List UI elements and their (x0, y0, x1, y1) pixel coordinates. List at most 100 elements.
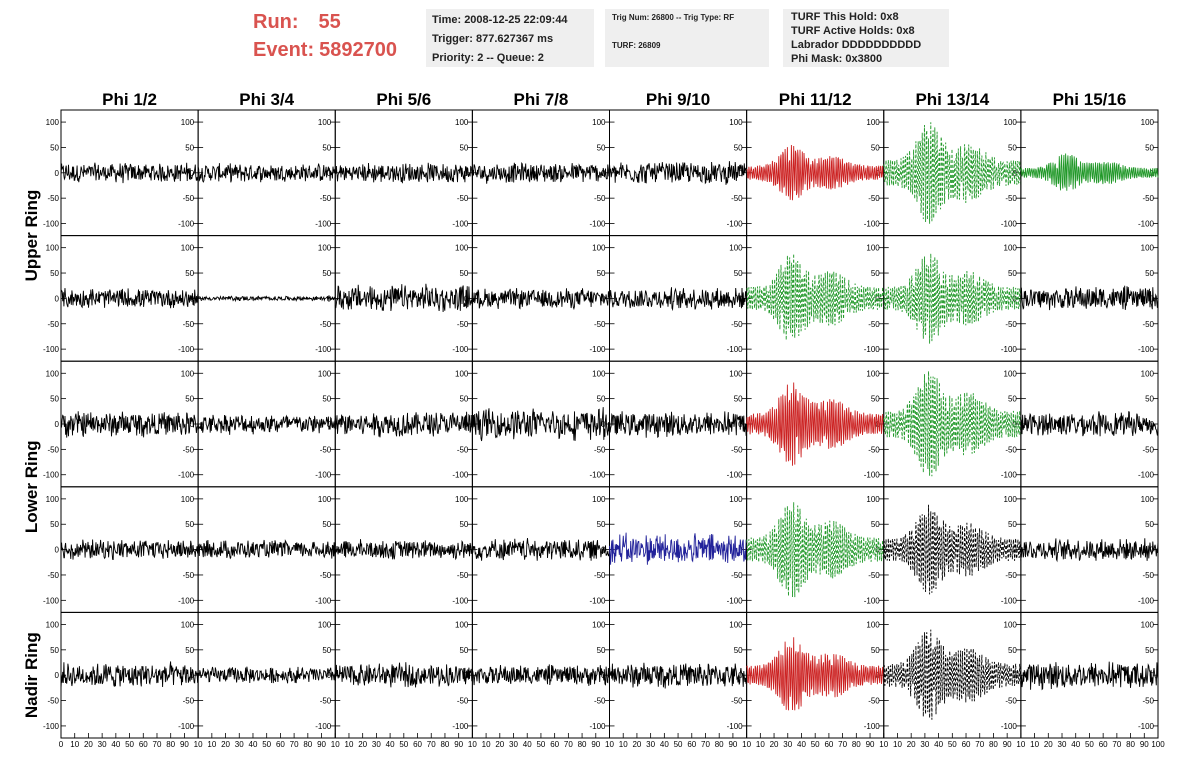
y-tick-label: -100 (727, 345, 744, 354)
y-tick-label: -100 (589, 596, 606, 605)
y-tick-label: 50 (322, 143, 331, 152)
x-tick-label: 10 (194, 740, 203, 749)
y-tick-label: 50 (1008, 395, 1017, 404)
y-tick-label: 50 (734, 143, 743, 152)
y-tick-label: -50 (457, 320, 469, 329)
y-tick-label: 0 (327, 546, 332, 555)
turf-text: TURF: 26809 (612, 41, 661, 50)
y-tick-label: -100 (452, 471, 469, 480)
y-tick-label: -100 (43, 596, 60, 605)
waveform-trace (60, 539, 199, 561)
x-tick-label: 40 (249, 740, 258, 749)
y-tick-label: -100 (315, 722, 332, 731)
x-tick-label: 50 (536, 740, 545, 749)
x-tick-label: 70 (975, 740, 984, 749)
y-tick-label: 50 (597, 143, 606, 152)
column-header: Phi 15/16 (1053, 90, 1127, 109)
y-tick-label: -50 (47, 194, 59, 203)
waveform-trace (197, 414, 336, 435)
y-tick-label: 50 (597, 520, 606, 529)
x-tick-label: 80 (440, 740, 449, 749)
y-tick-label: -100 (452, 220, 469, 229)
y-tick-label: -50 (731, 194, 743, 203)
waveform-trace (883, 122, 1022, 224)
y-tick-label: -100 (452, 596, 469, 605)
x-tick-label: 30 (1058, 740, 1067, 749)
column-header: Phi 3/4 (239, 90, 294, 109)
y-tick-label: 50 (1145, 269, 1154, 278)
x-tick-label: 20 (358, 740, 367, 749)
x-tick-label: 10 (756, 740, 765, 749)
x-tick-label: 80 (989, 740, 998, 749)
x-tick-label: 60 (962, 740, 971, 749)
y-tick-label: 50 (1145, 646, 1154, 655)
y-tick-label: 50 (734, 520, 743, 529)
x-tick-label: 10 (345, 740, 354, 749)
x-tick-label: 70 (153, 740, 162, 749)
y-tick-label: -100 (178, 722, 195, 731)
y-tick-label: -50 (868, 571, 880, 580)
y-tick-label: 50 (185, 395, 194, 404)
x-tick-label: 60 (1099, 740, 1108, 749)
y-tick-label: 100 (592, 620, 606, 629)
x-tick-label: 50 (262, 740, 271, 749)
trig-info-box: Trig Num: 26800 -- Trig Type: RF TURF: 2… (605, 9, 769, 67)
y-tick-label: -100 (589, 722, 606, 731)
y-tick-label: -50 (868, 320, 880, 329)
column-header: Phi 5/6 (376, 90, 431, 109)
y-tick-label: 100 (181, 118, 195, 127)
waveform-trace (334, 662, 473, 688)
y-tick-label: -100 (43, 220, 60, 229)
y-tick-label: -100 (1001, 722, 1018, 731)
y-tick-label: 100 (866, 495, 880, 504)
y-tick-label: 50 (1145, 395, 1154, 404)
y-tick-label: 100 (46, 118, 60, 127)
y-tick-label: -100 (178, 220, 195, 229)
x-tick-label: 30 (509, 740, 518, 749)
x-tick-label: 40 (523, 740, 532, 749)
x-tick-label: 10 (207, 740, 216, 749)
y-tick-label: 100 (1141, 620, 1155, 629)
event-row: Event: 5892700 (253, 36, 397, 64)
y-tick-label: 100 (181, 369, 195, 378)
y-tick-label: 100 (592, 495, 606, 504)
x-tick-label: 10 (619, 740, 628, 749)
x-tick-label: 10 (331, 740, 340, 749)
y-tick-label: -100 (43, 345, 60, 354)
x-tick-label: 90 (1003, 740, 1012, 749)
y-tick-label: 50 (597, 269, 606, 278)
y-tick-label: -100 (864, 220, 881, 229)
y-tick-label: 50 (1008, 520, 1017, 529)
waveform-trace (1020, 661, 1159, 691)
y-tick-label: 100 (318, 118, 332, 127)
y-tick-label: 100 (455, 369, 469, 378)
x-tick-label: 40 (111, 740, 120, 749)
y-tick-label: -50 (457, 445, 469, 454)
y-tick-label: -100 (1138, 471, 1155, 480)
y-tick-label: 50 (50, 520, 59, 529)
y-tick-label: 50 (871, 395, 880, 404)
x-tick-label: 10 (605, 740, 614, 749)
x-tick-label: 80 (303, 740, 312, 749)
x-tick-label: 90 (317, 740, 326, 749)
x-tick-label: 30 (920, 740, 929, 749)
y-tick-label: -50 (594, 571, 606, 580)
y-tick-label: -50 (183, 445, 195, 454)
x-tick-label: 50 (674, 740, 683, 749)
y-tick-label: -100 (1138, 722, 1155, 731)
y-tick-label: 100 (729, 244, 743, 253)
time-info-box: Time: 2008-12-25 22:09:44 Trigger: 877.6… (426, 9, 594, 67)
waveform-trace (60, 661, 199, 689)
waveform-trace (1020, 411, 1159, 437)
y-tick-label: -100 (43, 722, 60, 731)
y-tick-label: 100 (46, 495, 60, 504)
y-tick-label: 100 (1141, 118, 1155, 127)
y-tick-label: 50 (459, 520, 468, 529)
y-tick-label: 100 (1004, 244, 1018, 253)
y-tick-label: 50 (871, 646, 880, 655)
y-tick-label: 50 (1145, 520, 1154, 529)
x-tick-label: 10 (1016, 740, 1025, 749)
y-tick-label: 50 (1145, 143, 1154, 152)
y-tick-label: -100 (43, 471, 60, 480)
y-tick-label: -100 (178, 596, 195, 605)
